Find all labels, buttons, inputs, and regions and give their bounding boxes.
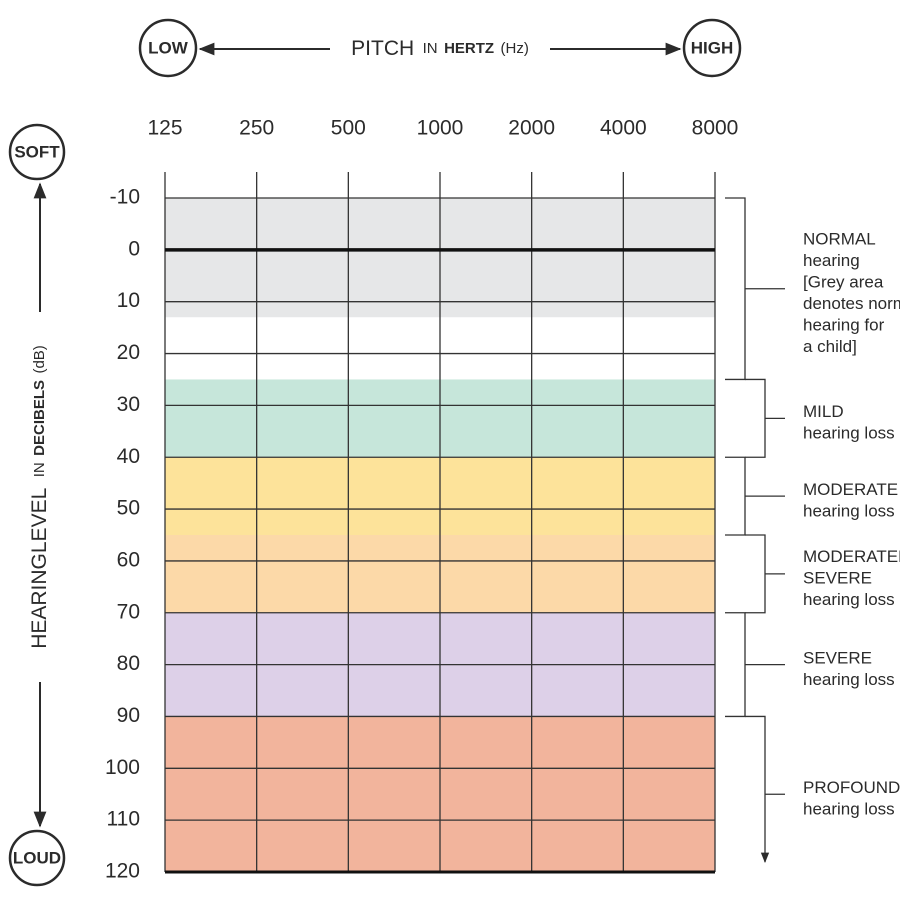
band-note: hearing loss [803, 501, 895, 520]
band-note: [Grey area [803, 272, 884, 291]
y-title-small: IN [31, 462, 48, 477]
x-tick-label: 1000 [417, 117, 464, 140]
y-tick-label: -10 [110, 186, 140, 209]
band-note: hearing loss [803, 590, 895, 609]
x-title-small: IN [423, 40, 438, 57]
band-title: SEVERE [803, 648, 872, 667]
y-title: HEARINGLEVEL IN DECIBELS (dB) [28, 345, 51, 649]
y-tick-label: 80 [117, 652, 140, 675]
end-circle [8, 829, 66, 887]
y-tick-label: 120 [105, 860, 140, 883]
band-title: SEVERE [803, 568, 872, 587]
high-label: HIGH [691, 38, 734, 57]
x-tick-label: 125 [147, 117, 182, 140]
bracket [725, 197, 746, 381]
band-title: MODERATELY [803, 547, 900, 566]
y-tick-label: 70 [117, 600, 140, 623]
low-label: LOW [148, 38, 189, 57]
x-tick-label: 500 [331, 117, 366, 140]
y-tick-label: 0 [128, 237, 140, 260]
band-title: MILD [803, 402, 844, 421]
bracket [725, 456, 746, 536]
x-title-bold: HERTZ [444, 40, 494, 57]
band-note: denotes normal [803, 294, 900, 313]
x-tick-label: 250 [239, 117, 274, 140]
band-title: MODERATE [803, 480, 898, 499]
band-note: hearing [803, 251, 860, 270]
y-title-main: HEARINGLEVEL [28, 488, 51, 649]
y-title-unit: (dB) [31, 345, 48, 373]
x-title-unit: (Hz) [501, 40, 529, 57]
y-tick-label: 90 [117, 704, 140, 727]
band-title: PROFOUND [803, 778, 900, 797]
soft-label: SOFT [14, 142, 60, 161]
y-tick-label: 50 [117, 497, 140, 520]
y-tick-label: 100 [105, 756, 140, 779]
band-note: a child] [803, 337, 857, 356]
x-title-main: PITCH [351, 37, 414, 60]
x-tick-label: 4000 [600, 117, 647, 140]
y-title-bold: DECIBELS [31, 380, 48, 456]
bracket [745, 534, 766, 614]
y-tick-label: 30 [117, 393, 140, 416]
y-tick-label: 110 [107, 808, 140, 831]
x-tick-label: 8000 [692, 117, 739, 140]
x-title: PITCH IN HERTZ (Hz) [351, 37, 529, 60]
plot: -10 0 10 20 30 40 50 60 70 80 90 100 110 120 125 250 500… [105, 117, 900, 883]
band-note: hearing loss [803, 670, 895, 689]
end-circle [138, 18, 198, 78]
band-note: hearing loss [803, 799, 895, 818]
y-tick-label: 60 [117, 548, 140, 571]
end-circle [8, 123, 66, 181]
y-tick-label: 20 [117, 341, 140, 364]
band-title: NORMAL [803, 229, 876, 248]
y-tick-label: 10 [117, 289, 140, 312]
loud-label: LOUD [13, 848, 61, 867]
band-note: hearing for [803, 315, 885, 334]
bracket [725, 612, 746, 718]
end-circle [682, 18, 742, 78]
bracket [745, 715, 770, 864]
x-tick-label: 2000 [508, 117, 555, 140]
bracket [745, 378, 766, 458]
y-tick-label: 40 [117, 445, 140, 468]
band-note: hearing loss [803, 424, 895, 443]
